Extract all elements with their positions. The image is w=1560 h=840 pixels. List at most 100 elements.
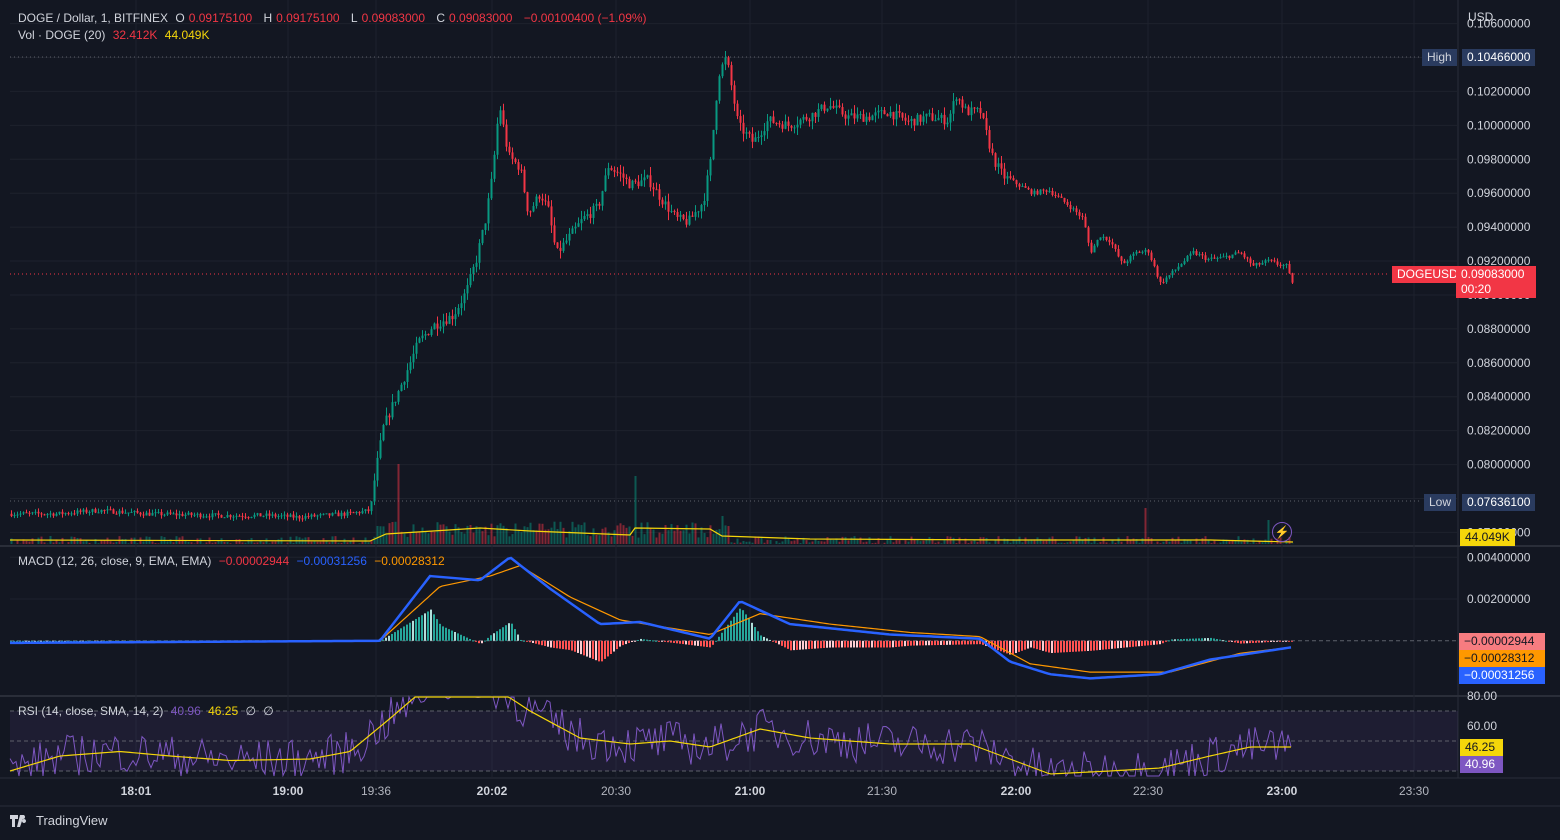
candle-body	[1150, 252, 1153, 260]
volume-bar	[1171, 537, 1174, 544]
candle-body	[757, 137, 760, 139]
macd-hist-bar	[616, 640, 618, 650]
volume-bar	[964, 538, 967, 544]
candle-body	[1138, 251, 1141, 253]
volume-bar	[361, 541, 364, 544]
close-value: 0.09083000	[449, 11, 513, 25]
volume-bar	[769, 540, 772, 544]
candle-body	[943, 114, 946, 125]
candle-body	[955, 99, 958, 102]
macd-hist-bar	[1213, 638, 1215, 641]
macd-hist-bar	[748, 618, 750, 641]
candle-body	[478, 243, 481, 263]
candle-body	[574, 226, 577, 229]
volume-bar	[1069, 541, 1072, 544]
volume-bar	[697, 537, 700, 544]
volume-bar	[829, 539, 832, 544]
macd-hist-bar	[1069, 640, 1071, 652]
macd-hist-bar	[595, 640, 597, 661]
volume-bar	[58, 542, 61, 544]
macd-hist-bar	[736, 612, 738, 641]
volume-bar	[1240, 541, 1243, 544]
candle-body	[1015, 180, 1018, 185]
macd-title[interactable]: MACD (12, 26, close, 9, EMA, EMA)	[18, 554, 212, 568]
volume-bar	[16, 540, 19, 544]
candle-body	[220, 515, 223, 518]
rsi-title[interactable]: RSI (14, close, SMA, 14, 2)	[18, 704, 164, 718]
macd-hist-bar	[883, 640, 885, 648]
symbol-title[interactable]: DOGE / Dollar, 1, BITFINEX	[18, 11, 169, 25]
macd-hist-bar	[493, 633, 495, 641]
macd-hist-bar	[1057, 640, 1059, 653]
macd-hist-bar	[1108, 640, 1110, 650]
macd-hist-bar	[568, 640, 570, 650]
tradingview-logo[interactable]: TradingView	[10, 813, 108, 828]
candle-body	[718, 76, 721, 101]
candle-body	[760, 135, 763, 138]
macd-hist-bar	[1234, 640, 1236, 643]
candle-body	[877, 110, 880, 113]
macd-hist-bar	[46, 640, 48, 642]
volume-bar	[1090, 542, 1093, 544]
macd-hist-bar	[898, 640, 900, 647]
macd-hist-bar	[448, 629, 450, 641]
volume-bar	[229, 543, 232, 544]
volume-bar	[1249, 543, 1252, 544]
macd-hist-bar	[823, 640, 825, 648]
macd-hist-bar	[1276, 640, 1278, 642]
lightning-icon[interactable]: ⚡	[1272, 522, 1292, 542]
volume-bar	[115, 541, 118, 544]
candle-body	[292, 514, 295, 518]
macd-hist-bar	[406, 624, 408, 641]
candle-body	[958, 99, 961, 101]
volume-bar	[193, 543, 196, 544]
macd-hist-bar	[1012, 640, 1014, 655]
macd-hist-bar	[469, 638, 471, 641]
countdown: 00:20	[1461, 282, 1492, 296]
volume-bar	[439, 524, 442, 544]
volume-bar	[484, 526, 487, 544]
candle-body	[1042, 189, 1045, 191]
volume-title[interactable]: Vol · DOGE (20)	[18, 28, 106, 42]
candle-body	[859, 114, 862, 116]
candle-body	[772, 116, 775, 123]
volume-bar	[676, 525, 679, 544]
candle-body	[1093, 245, 1096, 253]
candle-body	[88, 511, 91, 513]
candle-body	[421, 335, 424, 339]
candle-body	[1021, 186, 1024, 188]
volume-bar	[679, 530, 682, 544]
volume-bar	[1006, 538, 1009, 544]
candle-body	[268, 513, 271, 516]
macd-hist-bar	[1018, 640, 1020, 652]
candle-body	[979, 107, 982, 114]
volume-bar	[586, 535, 589, 544]
volume-bar	[223, 541, 226, 544]
macd-hist-bar	[1159, 640, 1161, 645]
volume-bar	[556, 528, 559, 544]
volume-bar	[103, 540, 106, 544]
volume-bar	[613, 530, 616, 544]
candle-body	[52, 513, 55, 516]
volume-bar	[682, 530, 685, 544]
candle-body	[925, 113, 928, 117]
macd-hist-bar	[472, 640, 474, 642]
price-tick-label: 0.10600000	[1467, 17, 1531, 31]
macd-hist-bar	[34, 640, 36, 642]
candle-body	[898, 111, 901, 113]
volume-bar	[100, 540, 103, 544]
volume-bar	[922, 540, 925, 544]
macd-hist-bar	[700, 640, 702, 647]
macd-hist-bar	[1033, 640, 1035, 649]
candle-body	[157, 511, 160, 513]
macd-hist-bar	[1252, 640, 1254, 643]
macd-hist-bar	[1021, 640, 1023, 651]
candle-body	[472, 266, 475, 274]
candle-body	[1012, 178, 1015, 181]
macd-hist-bar	[490, 635, 492, 641]
candle-body	[445, 321, 448, 324]
macd-hist-bar	[1156, 640, 1158, 645]
macd-hist-bar	[931, 640, 933, 646]
macd-hist-bar	[1006, 640, 1008, 654]
